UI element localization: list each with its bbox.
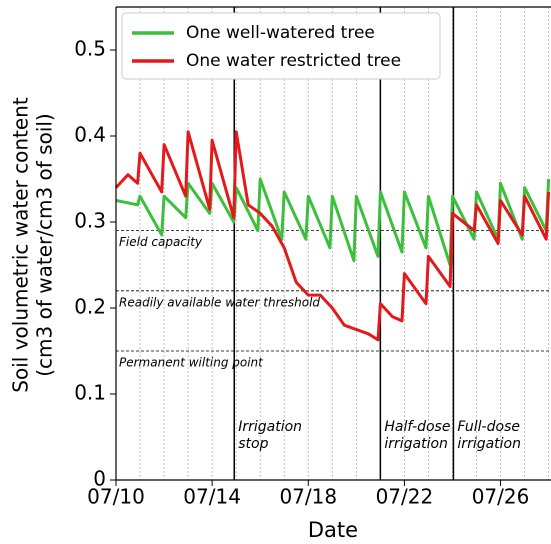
series-line xyxy=(114,130,551,342)
series-line xyxy=(115,177,551,267)
y-tick-label: 0.5 xyxy=(74,37,106,61)
reference-label: Permanent wilting point xyxy=(119,356,264,370)
legend-label: One well-watered tree xyxy=(186,23,375,43)
legend-label: One water restricted tree xyxy=(186,51,401,71)
legend-box xyxy=(121,12,441,80)
x-tick-label: 07/26 xyxy=(472,485,530,509)
y-tick-label: 0.2 xyxy=(74,295,106,319)
y-tick-label: 0.3 xyxy=(74,209,106,233)
x-tick-label: 07/18 xyxy=(279,485,337,509)
x-tick-label: 07/14 xyxy=(183,485,241,509)
x-axis-label: Date xyxy=(308,518,358,542)
y-axis-label: (cm3 of water/cm3 of soil) xyxy=(33,113,57,377)
y-axis-label: Soil volumetric water content xyxy=(9,97,33,393)
y-tick-label: 0.4 xyxy=(74,123,106,147)
reference-label: Readily available water threshold xyxy=(119,295,320,309)
event-label: Half-dose xyxy=(384,419,450,435)
reference-label: Field capacity xyxy=(119,235,203,249)
y-tick-label: 0 xyxy=(93,467,106,491)
event-label: Full-dose xyxy=(457,419,520,435)
x-tick-label: 07/22 xyxy=(376,485,434,509)
y-tick-label: 0.1 xyxy=(74,381,106,405)
event-label: irrigation xyxy=(457,436,521,452)
x-tick-label: 07/10 xyxy=(87,485,145,509)
event-label: stop xyxy=(238,436,268,452)
event-label: irrigation xyxy=(384,436,448,452)
event-label: Irrigation xyxy=(238,419,302,435)
